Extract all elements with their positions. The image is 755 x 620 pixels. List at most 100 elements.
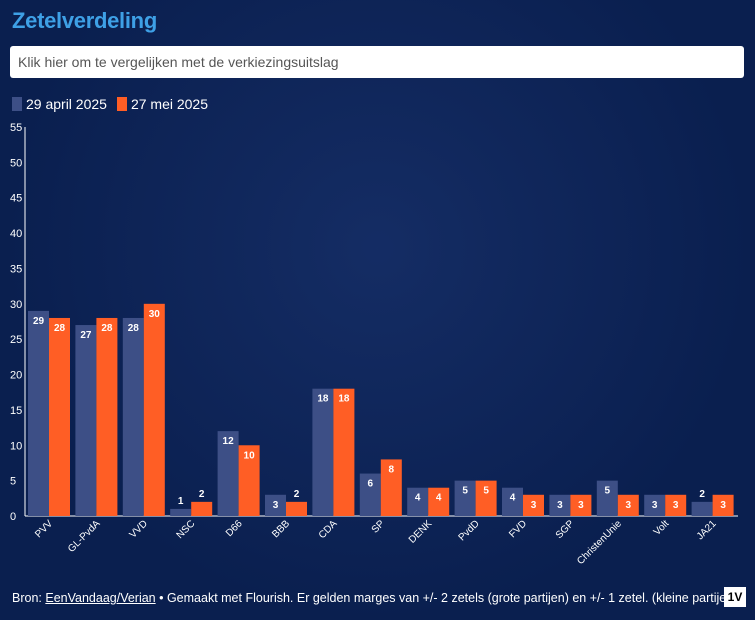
bar-D66-series1 — [217, 431, 239, 516]
x-tick-label: ChristenUnie — [575, 518, 624, 567]
source-link[interactable]: EenVandaag/Verian — [45, 591, 156, 605]
y-tick-label: 40 — [10, 228, 22, 240]
data-label: 3 — [273, 500, 279, 511]
bar-JA21-series2 — [712, 494, 734, 516]
y-tick-label: 50 — [10, 157, 22, 169]
legend-item-series2[interactable]: 27 mei 2025 — [116, 96, 208, 112]
data-label: 3 — [531, 500, 537, 511]
y-tick-label: 0 — [10, 511, 16, 523]
data-label: 4 — [510, 493, 516, 504]
legend-swatch-series2 — [116, 97, 127, 111]
data-label: 5 — [483, 486, 489, 497]
y-tick-label: 5 — [10, 476, 16, 488]
x-tick-label: SGP — [554, 518, 577, 541]
x-tick-label: NSC — [175, 518, 198, 541]
data-label: 8 — [389, 464, 395, 475]
data-label: 3 — [652, 500, 658, 511]
bar-ChristenUnie-series2 — [617, 494, 639, 516]
legend-label-series1: 29 april 2025 — [26, 96, 107, 112]
bar-FVD-series2 — [523, 494, 544, 516]
x-tick-label: PvdD — [457, 518, 482, 543]
bar-NSC-series1 — [170, 508, 192, 516]
legend: 29 april 2025 27 mei 2025 — [12, 96, 212, 112]
x-tick-label: VVD — [128, 518, 150, 540]
x-tick-label: CDA — [317, 518, 340, 541]
y-tick-label: 25 — [10, 334, 22, 346]
data-label: 3 — [720, 500, 726, 511]
bar-GL-PvdA-series2 — [96, 317, 118, 516]
data-label: 30 — [149, 309, 161, 320]
y-tick-label: 15 — [10, 405, 22, 417]
chart-title: Zetelverdeling — [12, 8, 157, 33]
data-label: 3 — [578, 500, 584, 511]
data-label: 28 — [128, 323, 140, 334]
y-tick-label: 30 — [10, 299, 22, 311]
x-tick-label: D66 — [224, 518, 245, 539]
bar-D66-series2 — [238, 445, 260, 516]
compare-search-input[interactable]: Klik hier om te vergelijken met de verki… — [10, 46, 744, 78]
x-tick-label: SP — [370, 518, 387, 535]
x-tick-label: DENK — [407, 518, 435, 546]
bar-PVV-series1 — [28, 310, 49, 516]
bar-VVD-series2 — [143, 303, 165, 516]
bar-CDA-series1 — [312, 388, 334, 516]
y-tick-label: 45 — [10, 193, 22, 205]
data-label: 4 — [436, 493, 442, 504]
x-tick-label: Volt — [652, 518, 672, 538]
data-label: 27 — [80, 330, 92, 341]
eenvandaag-logo: 1V — [724, 587, 746, 607]
y-tick-label: 10 — [10, 440, 22, 452]
data-label: 2 — [199, 489, 205, 500]
compare-search-placeholder: Klik hier om te vergelijken met de verki… — [18, 54, 339, 70]
data-label: 12 — [223, 436, 235, 447]
bar-DENK-series1 — [407, 487, 429, 516]
bar-DENK-series2 — [428, 487, 450, 516]
data-label: 5 — [605, 486, 611, 497]
bar-NSC-series2 — [191, 501, 213, 516]
bar-ChristenUnie-series1 — [596, 480, 618, 516]
bar-VVD-series1 — [122, 317, 144, 516]
bar-BBB-series1 — [265, 494, 286, 516]
data-label: 4 — [415, 493, 421, 504]
footer-prefix: Bron: — [12, 591, 46, 605]
data-label: 3 — [673, 500, 679, 511]
data-label: 3 — [557, 500, 563, 511]
data-label: 18 — [317, 394, 329, 405]
footer-text: • Gemaakt met Flourish. Er gelden marges… — [155, 591, 738, 605]
bar-SGP-series2 — [570, 494, 592, 516]
data-label: 28 — [101, 323, 113, 334]
y-tick-label: 20 — [10, 370, 22, 382]
data-label: 1 — [178, 496, 184, 507]
data-label: 3 — [626, 500, 632, 511]
bar-chart: 05101520253035404550552928PVV2728GL-PvdA… — [10, 122, 738, 567]
bar-SP-series1 — [359, 473, 381, 516]
x-tick-label: BBB — [270, 518, 292, 540]
y-tick-label: 55 — [10, 122, 22, 134]
y-tick-label: 35 — [10, 263, 22, 275]
bar-BBB-series2 — [286, 501, 307, 516]
bar-FVD-series1 — [502, 487, 523, 516]
x-tick-label: JA21 — [695, 518, 719, 542]
bar-Volt-series2 — [665, 494, 687, 516]
bar-SP-series2 — [380, 459, 402, 516]
data-label: 28 — [54, 323, 66, 334]
bar-SGP-series1 — [549, 494, 571, 516]
footer: Bron: EenVandaag/Verian • Gemaakt met Fl… — [12, 591, 737, 605]
legend-swatch-series1 — [12, 97, 22, 111]
data-label: 2 — [699, 489, 705, 500]
data-label: 6 — [368, 479, 374, 490]
bar-JA21-series1 — [691, 501, 713, 516]
data-label: 18 — [338, 394, 350, 405]
data-label: 10 — [244, 450, 256, 461]
bar-CDA-series2 — [333, 388, 355, 516]
x-tick-label: FVD — [507, 518, 529, 540]
bar-GL-PvdA-series1 — [75, 325, 97, 516]
bar-PvdD-series2 — [475, 480, 497, 516]
data-label: 2 — [294, 489, 300, 500]
legend-item-series1[interactable]: 29 april 2025 — [12, 96, 107, 112]
bar-Volt-series1 — [644, 494, 666, 516]
data-label: 29 — [33, 316, 45, 327]
data-label: 5 — [462, 486, 468, 497]
x-tick-label: GL-PvdA — [66, 518, 103, 555]
bar-PVV-series2 — [49, 317, 70, 516]
